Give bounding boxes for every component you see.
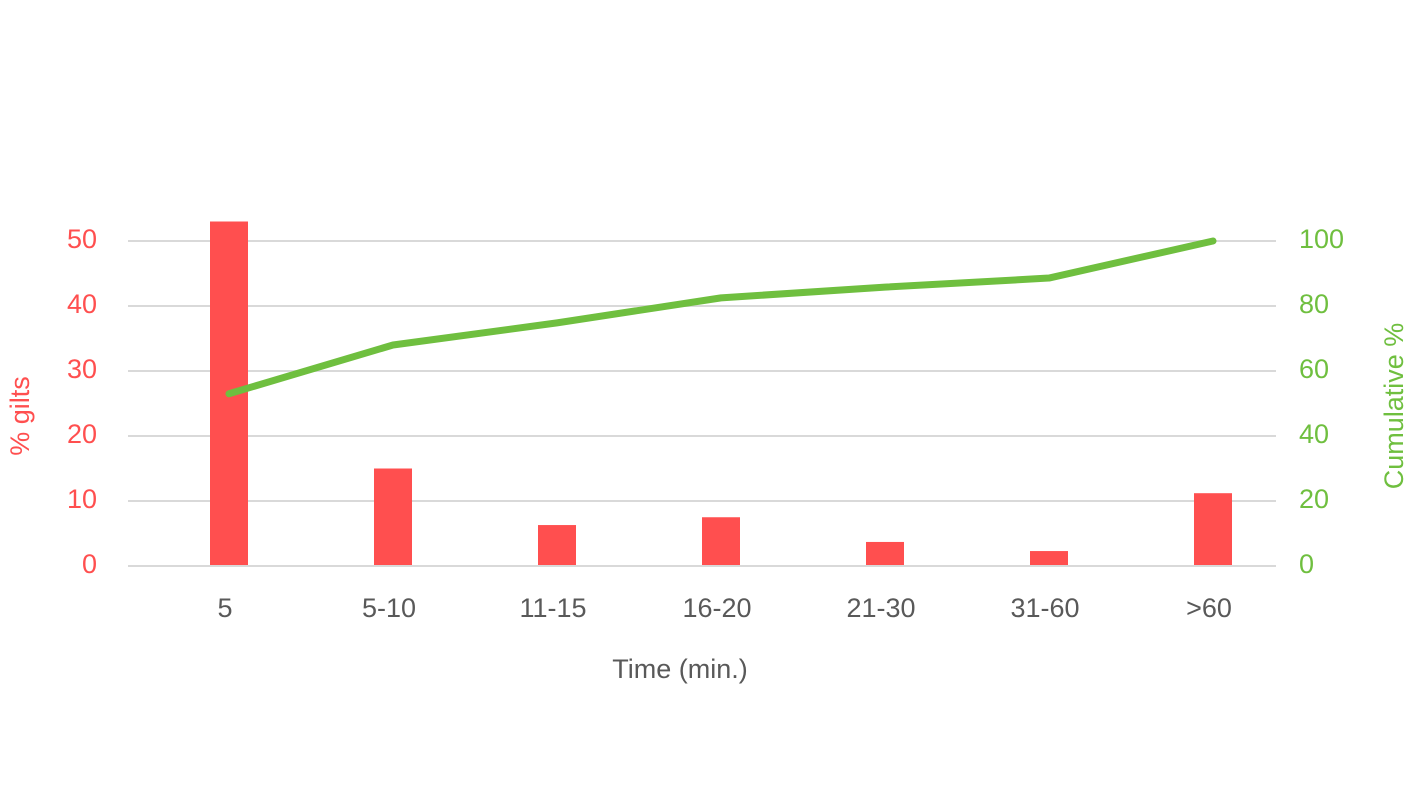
bar (702, 517, 740, 566)
x-tick-label: 11-15 (519, 593, 586, 623)
x-tick-label: 5 (217, 593, 232, 623)
y2-axis-title: Cumulative % (1379, 323, 1409, 490)
x-tick-label: 31-60 (1010, 593, 1079, 623)
bar (374, 468, 412, 566)
y-axis-title: % gilts (5, 376, 35, 456)
line (225, 237, 1217, 398)
y-tick-label: 20 (67, 419, 97, 449)
y-tick-label: 50 (67, 224, 97, 254)
y-tick-label: 0 (82, 549, 97, 579)
y2-tick-label: 40 (1299, 419, 1329, 449)
bar (1030, 551, 1068, 566)
bar (1194, 493, 1232, 566)
x-tick-label: 5-10 (362, 593, 416, 623)
y2-tick-label: 100 (1299, 224, 1344, 254)
x-tick-label: >60 (1186, 593, 1232, 623)
y2-tick-label: 60 (1299, 354, 1329, 384)
y2-tick-label: 20 (1299, 484, 1329, 514)
bar (866, 541, 904, 566)
bar (538, 525, 576, 566)
y-tick-label: 30 (67, 354, 97, 384)
y2-tick-label: 80 (1299, 289, 1329, 319)
x-tick-label: 16-20 (682, 593, 751, 623)
y-tick-label: 10 (67, 484, 97, 514)
y2-tick-label: 0 (1299, 549, 1314, 579)
x-tick-label: 21-30 (846, 593, 915, 623)
x-axis-title: Time (min.) (612, 654, 748, 684)
y-tick-label: 40 (67, 289, 97, 319)
